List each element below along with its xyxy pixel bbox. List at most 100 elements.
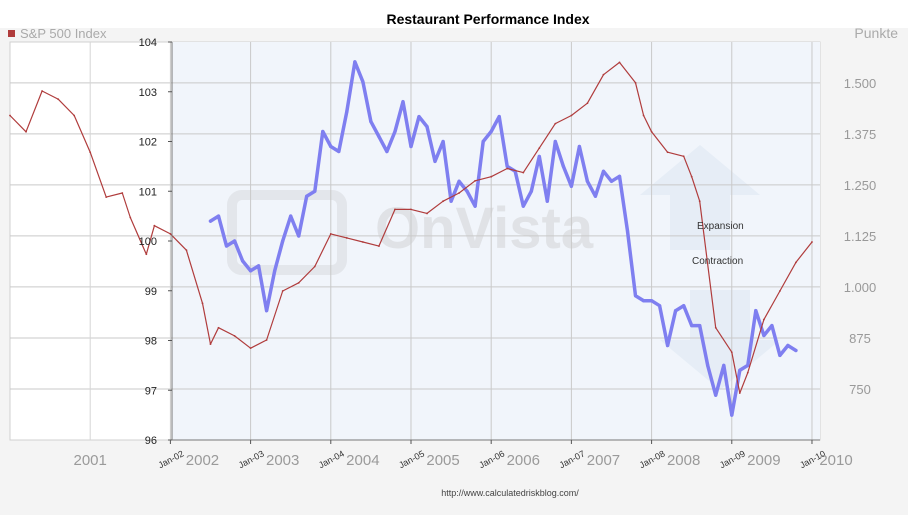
rpi-point <box>609 179 614 183</box>
rpi-point <box>265 309 269 313</box>
rpi-point <box>682 304 686 308</box>
sp500-series-line <box>9 61 813 394</box>
left-tick-label: 98 <box>145 336 157 348</box>
rpi-point <box>537 154 541 159</box>
watermark-text: OnVista <box>375 196 594 261</box>
rpi-point <box>770 323 774 328</box>
rpi-point <box>273 269 277 273</box>
rpi-point <box>457 179 461 183</box>
rpi-point <box>224 244 229 248</box>
rpi-point <box>497 115 501 119</box>
rpi-point <box>746 363 750 367</box>
year-label: 2010 <box>819 452 852 469</box>
rpi-point <box>625 229 630 233</box>
rpi-point <box>248 269 253 273</box>
year-label: 2005 <box>426 452 459 469</box>
rpi-point <box>690 323 694 328</box>
rpi-point <box>289 214 293 218</box>
rpi-point <box>369 120 373 124</box>
rpi-point <box>240 259 245 263</box>
rpi-point <box>706 363 710 367</box>
rpi-point <box>545 199 549 203</box>
grid <box>10 42 820 440</box>
year-label: 2003 <box>266 452 299 469</box>
rpi-point <box>329 144 333 149</box>
rpi-point <box>417 115 421 119</box>
rpi-point <box>305 194 309 198</box>
rpi-point <box>714 393 718 397</box>
rpi-point <box>441 139 445 144</box>
rpi-point <box>577 144 582 149</box>
year-label: 2002 <box>186 452 219 469</box>
plot-area-shade <box>172 42 820 440</box>
rpi-point <box>361 80 365 84</box>
year-label: 2007 <box>587 452 620 469</box>
annotation-expansion: Expansion <box>697 221 744 232</box>
sp500-legend-swatch <box>8 30 15 37</box>
rpi-point <box>666 343 670 348</box>
series-layer <box>9 60 813 417</box>
rpi-point <box>473 204 477 208</box>
right-tick-label: 875 <box>849 331 871 346</box>
rpi-point <box>345 110 349 114</box>
rpi-point <box>409 144 413 149</box>
rpi-point <box>738 368 742 372</box>
rpi-point <box>393 129 397 134</box>
rpi-point <box>425 124 429 129</box>
rpi-point <box>449 199 453 203</box>
rpi-point <box>786 343 790 348</box>
rpi-point <box>674 309 678 313</box>
rpi-point <box>722 363 726 367</box>
rpi-point <box>208 219 213 223</box>
left-tick-label: 101 <box>139 186 157 198</box>
rpi-point <box>257 264 261 268</box>
rpi-point <box>601 169 606 173</box>
left-tick-label: 102 <box>139 137 157 149</box>
left-tick-label: 100 <box>139 236 157 248</box>
rpi-point <box>649 299 654 303</box>
right-tick-label: 750 <box>849 382 871 397</box>
rpi-point <box>377 134 381 139</box>
rpi-point <box>658 304 662 308</box>
rpi-point <box>353 60 357 64</box>
rpi-point <box>433 159 437 163</box>
rpi-point <box>778 353 782 358</box>
left-tick-label: 96 <box>145 435 157 447</box>
rpi-point <box>385 149 389 154</box>
right-tick-label: 1.375 <box>844 127 877 142</box>
rpi-point <box>553 139 557 144</box>
chart-title: Restaurant Performance Index <box>386 11 589 27</box>
left-axis-title: S&P 500 Index <box>20 26 107 41</box>
rpi-point <box>505 164 509 168</box>
rpi-point <box>481 139 485 144</box>
right-axis-title: Punkte <box>854 25 898 41</box>
rpi-point <box>313 189 317 193</box>
rpi-point <box>794 348 798 353</box>
rpi-point <box>529 189 533 193</box>
source-url: http://www.calculatedriskblog.com/ <box>441 488 579 498</box>
year-label: 2009 <box>747 452 780 469</box>
rpi-point <box>401 100 405 104</box>
rpi-point <box>521 204 525 208</box>
rpi-point <box>297 234 301 238</box>
left-tick-label: 104 <box>139 37 157 49</box>
rpi-point <box>593 194 598 198</box>
year-label: 2001 <box>74 452 107 469</box>
year-label: 2006 <box>507 452 540 469</box>
rpi-point <box>321 129 325 134</box>
rpi-point <box>489 129 493 134</box>
year-label: 2008 <box>667 452 700 469</box>
annotation-contraction: Contraction <box>692 256 743 267</box>
rpi-point <box>641 299 646 303</box>
rpi-point <box>698 323 702 328</box>
rpi-point <box>754 309 758 313</box>
rpi-point <box>762 333 766 338</box>
rpi-point <box>617 174 622 178</box>
rpi-point <box>633 294 638 298</box>
year-label: 2004 <box>346 452 379 469</box>
right-tick-label: 1.000 <box>844 280 877 295</box>
rpi-point <box>585 179 590 183</box>
left-tick-label: 99 <box>145 286 157 298</box>
